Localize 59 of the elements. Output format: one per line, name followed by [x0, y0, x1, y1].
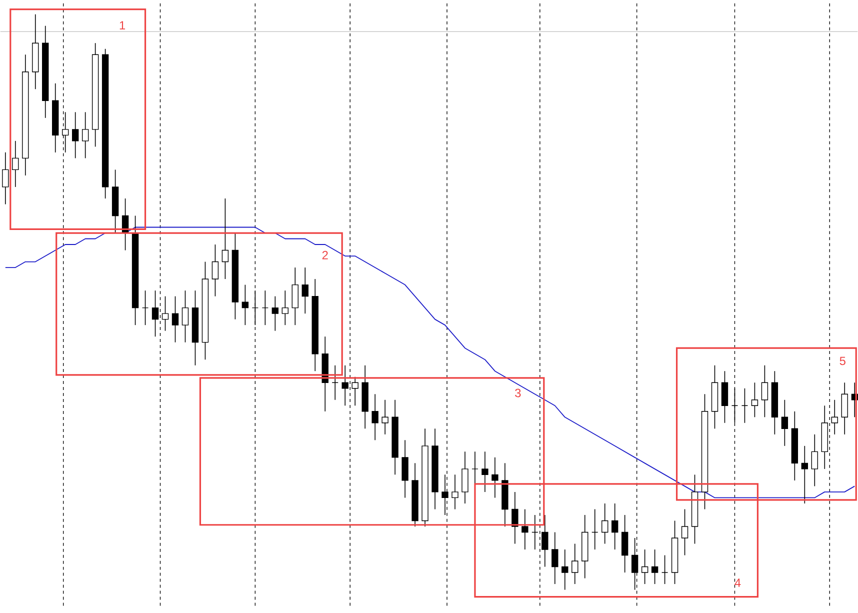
- candlestick: [282, 290, 288, 326]
- annotation: 3: [515, 388, 521, 398]
- candlestick: [731, 388, 738, 424]
- candlestick: [252, 290, 259, 326]
- candlestick: [262, 290, 269, 326]
- candlestick: [661, 555, 668, 585]
- candlestick: [781, 400, 788, 446]
- candlestick: [532, 514, 538, 550]
- candlestick: [621, 514, 628, 574]
- annotation: 2: [322, 251, 328, 260]
- candlestick: [482, 451, 488, 493]
- candlestick: [631, 538, 638, 590]
- candlestick: [721, 370, 728, 424]
- candlestick: [522, 509, 528, 550]
- candlestick: [562, 549, 568, 590]
- candlestick: [801, 446, 808, 504]
- candlestick: [382, 400, 388, 435]
- candlestick: [142, 290, 149, 326]
- candlestick: [542, 514, 548, 568]
- candlestick: [811, 434, 818, 487]
- candlestick: [492, 457, 498, 498]
- candlestick: [572, 544, 578, 585]
- candlestick: [212, 244, 219, 297]
- candlestick: [761, 365, 768, 418]
- candlestick: [841, 382, 848, 435]
- candlestick: [442, 474, 448, 516]
- candlestick: [372, 394, 378, 441]
- candlestick: [512, 492, 518, 544]
- candlestick: [342, 365, 348, 406]
- candlestick: [272, 296, 278, 332]
- candlestick: [452, 474, 458, 510]
- candlestick: [182, 290, 189, 343]
- candlestick: [611, 503, 618, 550]
- candlestick: [552, 532, 558, 585]
- candlestick: [352, 376, 358, 406]
- candlestick: [302, 267, 308, 314]
- candlestick: [242, 284, 249, 326]
- candlestick: [162, 296, 169, 332]
- annotation: 5: [840, 357, 846, 366]
- candlestick: [82, 112, 89, 159]
- candlestick: [751, 382, 758, 418]
- candlestick: [402, 440, 408, 498]
- candlestick: [222, 198, 229, 280]
- candlestick: [152, 290, 159, 338]
- candlestick: [172, 296, 179, 343]
- candlestick: [681, 509, 688, 556]
- candlestick: [741, 388, 748, 424]
- candlestick: [12, 140, 19, 188]
- candlestick: [601, 503, 608, 544]
- candlestick: [332, 365, 338, 400]
- candlestick: [641, 549, 648, 585]
- candlestick: [2, 152, 9, 205]
- candlestick: [592, 509, 598, 550]
- candlestick: [292, 267, 298, 326]
- candlestick: [462, 451, 468, 504]
- annotation: 4: [734, 578, 741, 588]
- annotation: 1: [120, 21, 126, 30]
- candlestick: [72, 112, 79, 159]
- candlestick: [651, 549, 658, 585]
